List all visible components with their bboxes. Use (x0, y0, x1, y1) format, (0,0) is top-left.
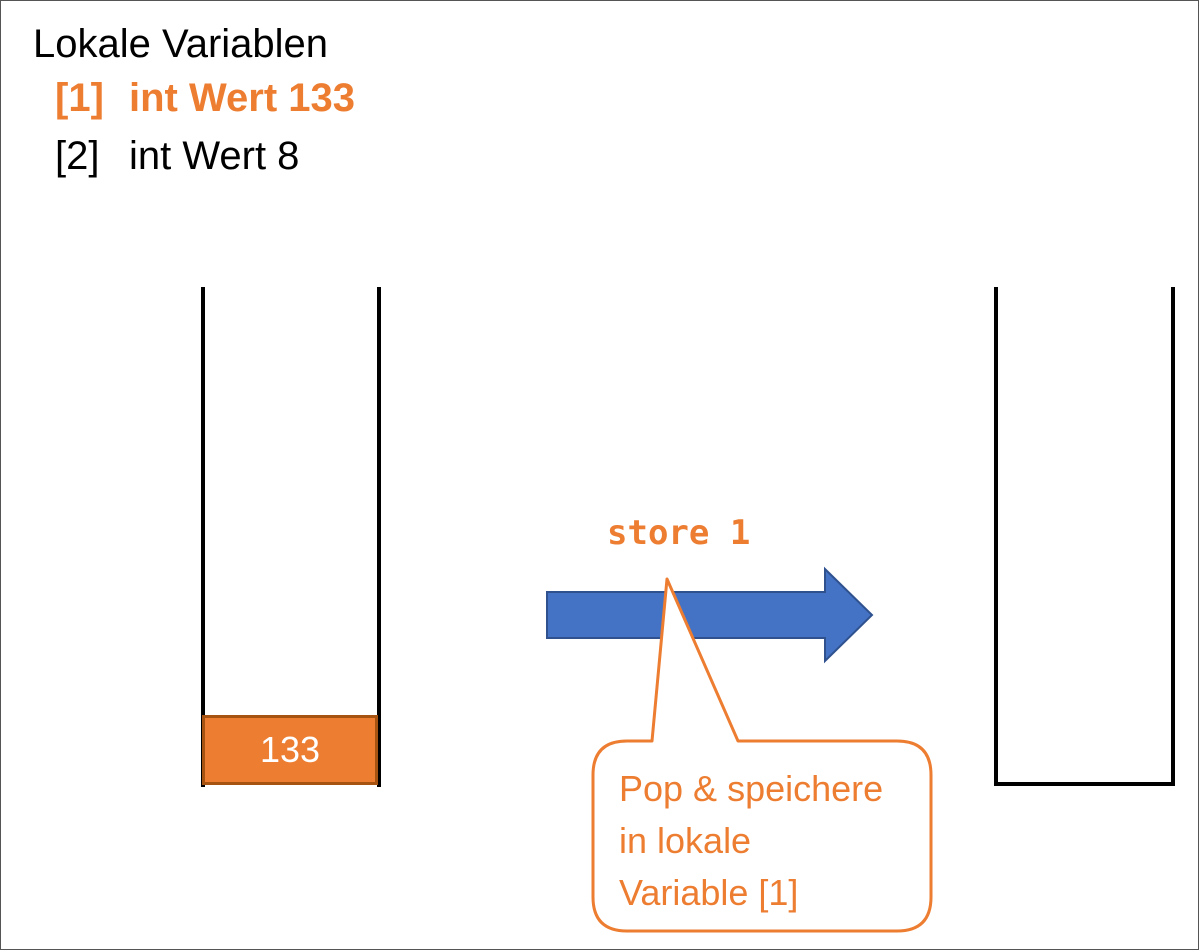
callout-line-2: in lokale (619, 820, 752, 861)
operand-stack-after (994, 287, 1175, 786)
operand-stack-before (201, 287, 381, 787)
callout-bubble (591, 577, 933, 933)
local-variable-1-index: [1] (55, 76, 104, 120)
transition-arrow (546, 566, 874, 664)
local-variable-1: [1] int Wert 133 (55, 75, 355, 121)
local-variable-1-value: int Wert 133 (129, 76, 355, 120)
local-variable-2: [2] int Wert 8 (55, 133, 299, 179)
stack-cell-133: 133 (202, 715, 378, 785)
local-variables-title: Lokale Variablen (33, 22, 329, 66)
local-variable-2-index: [2] (55, 134, 100, 178)
local-variable-2-value: int Wert 8 (129, 134, 300, 178)
store-instruction-label: store 1 (607, 513, 751, 553)
callout-line-1: Pop & speichere (619, 768, 884, 809)
callout-line-3: Variable [1] (619, 872, 799, 913)
callout-text: Pop & speichere in lokale Variable [1] (619, 763, 883, 919)
